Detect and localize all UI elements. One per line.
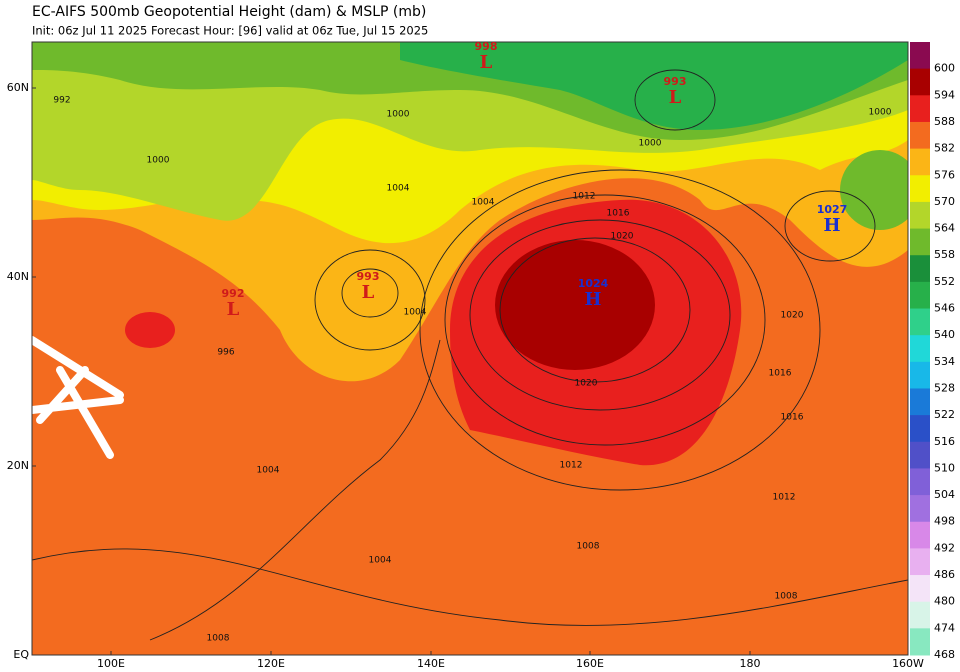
lon-label: 140E	[417, 657, 445, 670]
isobar-label: 1016	[769, 369, 792, 379]
isobar-label: 1004	[472, 198, 495, 208]
colorbar-swatch	[910, 388, 930, 416]
colorbar-swatch	[910, 415, 930, 443]
colorbar-label: 594	[934, 88, 955, 101]
colorbar-swatch	[910, 601, 930, 629]
lat-label: 20N	[7, 459, 29, 472]
isobar-label: 1020	[575, 379, 598, 389]
colorbar-swatch	[910, 175, 930, 203]
colorbar-label: 480	[934, 595, 955, 608]
colorbar-label: 522	[934, 408, 955, 421]
isobar-label: 1000	[869, 108, 892, 118]
map-frame	[31, 41, 909, 656]
colorbar-swatch	[910, 148, 930, 176]
title: EC-AIFS 500mb Geopotential Height (dam) …	[32, 4, 426, 20]
colorbar-label: 588	[934, 115, 955, 128]
isobar-label: 1012	[560, 461, 583, 471]
colorbar-label: 486	[934, 568, 955, 581]
pressure-letter: L	[227, 299, 240, 320]
colorbar-swatch	[910, 42, 930, 70]
colorbar-swatch	[910, 628, 930, 656]
colorbar-swatch	[910, 255, 930, 283]
colorbar-swatch	[910, 68, 930, 96]
pressure-letter: L	[480, 52, 493, 73]
isobar-label: 1000	[639, 139, 662, 149]
colorbar-label: 570	[934, 195, 955, 208]
colorbar-label: 534	[934, 355, 955, 368]
isobar-label: 1016	[607, 209, 630, 219]
lon-label: 100E	[97, 657, 125, 670]
pressure-value: 1027	[817, 203, 848, 216]
colorbar-label: 564	[934, 222, 955, 235]
isobar-label: 1004	[387, 184, 410, 194]
colorbar-label: 552	[934, 275, 955, 288]
colorbar-label: 504	[934, 488, 955, 501]
isobar-label: 992	[53, 96, 70, 106]
isobar-label: 1000	[387, 110, 410, 120]
isobar-label: 1004	[404, 308, 427, 318]
pressure-letter: L	[362, 282, 375, 303]
colorbar: 600 594 588 582 576 570 564 558 552 546 540 534 528 5…	[910, 42, 955, 661]
colorbar-label: 468	[934, 648, 955, 661]
colorbar-label: 498	[934, 515, 955, 528]
colorbar-swatch	[910, 521, 930, 549]
lon-label: 120E	[257, 657, 285, 670]
colorbar-label: 576	[934, 168, 955, 181]
colorbar-label: 474	[934, 621, 955, 634]
isobar-label: 1008	[775, 592, 798, 602]
lon-label: 160W	[892, 657, 924, 670]
colorbar-label: 492	[934, 541, 955, 554]
isobar-label: 1004	[369, 556, 392, 566]
subtitle: Init: 06z Jul 11 2025 Forecast Hour: [96…	[32, 24, 428, 38]
isobar-label: 996	[217, 348, 234, 358]
colorbar-label: 582	[934, 142, 955, 155]
pressure-value: 998	[475, 40, 498, 53]
lat-label: 60N	[7, 81, 29, 94]
pressure-letter: L	[669, 87, 682, 108]
isobar-label: 1020	[781, 311, 804, 321]
colorbar-swatch	[910, 121, 930, 150]
isobar-label: 1012	[573, 192, 596, 202]
lat-label: EQ	[13, 648, 29, 661]
lat-label: 40N	[7, 270, 29, 283]
pressure-value: 993	[664, 75, 687, 88]
lon-label: 180	[740, 657, 761, 670]
colorbar-label: 600	[934, 62, 955, 75]
isobar-label: 1008	[577, 542, 600, 552]
isobar-label: 1012	[773, 493, 796, 503]
colorbar-swatch	[910, 575, 930, 603]
colorbar-label: 558	[934, 248, 955, 261]
lon-label: 160E	[576, 657, 604, 670]
colorbar-swatch	[910, 441, 930, 469]
pressure-value: 1024	[578, 277, 609, 290]
colorbar-label: 540	[934, 328, 955, 341]
pressure-value: 992	[222, 287, 245, 300]
colorbar-swatch	[910, 361, 930, 389]
map-field	[32, 42, 908, 655]
colorbar-swatch	[910, 95, 930, 123]
pressure-letter: H	[823, 215, 840, 236]
colorbar-swatch	[910, 495, 930, 523]
colorbar-swatch	[910, 548, 930, 576]
isobar-label: 1008	[207, 634, 230, 644]
isobar-label: 1004	[257, 466, 280, 476]
colorbar-swatch	[910, 308, 930, 336]
colorbar-swatch	[910, 335, 930, 363]
isobar-label: 1016	[781, 413, 804, 423]
isobar-label: 1000	[147, 156, 170, 166]
colorbar-swatch	[910, 228, 930, 256]
colorbar-label: 528	[934, 381, 955, 394]
colorbar-label: 516	[934, 435, 955, 448]
pressure-letter: H	[584, 289, 601, 310]
colorbar-swatch	[910, 201, 930, 230]
pressure-value: 993	[357, 270, 380, 283]
colorbar-label: 510	[934, 461, 955, 474]
colorbar-swatch	[910, 468, 930, 496]
colorbar-swatch	[910, 281, 930, 310]
colorbar-label: 546	[934, 302, 955, 315]
isobar-label: 1020	[611, 232, 634, 242]
